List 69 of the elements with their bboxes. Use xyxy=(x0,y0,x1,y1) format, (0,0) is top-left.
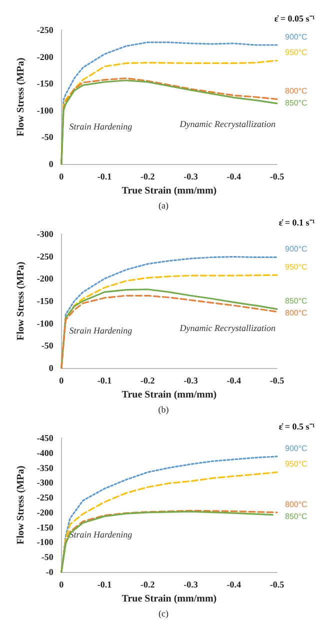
y-tick-label: -400 xyxy=(36,448,54,458)
annotation: Dynamic Recrystallization xyxy=(178,118,276,129)
series-label: 900°C xyxy=(285,244,308,254)
y-tick-label: -250 xyxy=(36,251,54,262)
text: ε̇ = 0.1 s⁻¹ xyxy=(278,218,316,228)
y-axis-title: Flow Stress (MPa) xyxy=(16,262,26,340)
y-tick-label: -0 xyxy=(46,567,54,577)
text: (a) xyxy=(158,200,169,210)
x-tick-label: -0.3 xyxy=(184,172,198,182)
annotation: Dynamic Recrystallization xyxy=(178,322,276,333)
series-label: 900°C xyxy=(285,444,308,453)
x-tick-label: -0.1 xyxy=(97,580,112,590)
x-tick-label: 0 xyxy=(59,580,64,590)
series-label: 850°C xyxy=(285,296,308,306)
y-tick-label: -150 xyxy=(36,78,54,89)
series-label: 950°C xyxy=(285,460,308,469)
x-tick-label: -0.4 xyxy=(226,580,242,590)
x-tick-label: -0.3 xyxy=(184,580,198,590)
x-tick-label: -0.2 xyxy=(140,580,156,590)
annotation: Strain Hardening xyxy=(69,121,133,132)
series-label: 900°C xyxy=(285,32,308,42)
text: (c) xyxy=(158,608,169,618)
y-tick-label: -250 xyxy=(36,25,54,35)
y-tick-label: -250 xyxy=(36,492,54,503)
x-axis-title: True Strain (mm/mm) xyxy=(122,185,217,196)
y-tick-label: -350 xyxy=(36,462,54,473)
y-tick-label: -100 xyxy=(36,318,54,328)
series-label: 850°C xyxy=(285,98,308,108)
y-tick-label: -50 xyxy=(41,340,54,351)
x-tick-label: -0.1 xyxy=(97,376,112,386)
series-label: 950°C xyxy=(285,262,308,272)
y-axis-title: Flow Stress (MPa) xyxy=(16,466,26,544)
x-tick-label: -0.3 xyxy=(184,376,198,386)
y-tick-label: -200 xyxy=(36,52,54,62)
y-tick-label: 0 xyxy=(48,159,54,169)
y-tick-label: -300 xyxy=(36,229,54,239)
y-tick-label: 0 xyxy=(48,363,54,373)
y-tick-label: -150 xyxy=(36,522,54,532)
y-tick-label: -100 xyxy=(36,537,54,548)
y-tick-label: -200 xyxy=(36,274,54,284)
series-label: 800°C xyxy=(285,500,308,509)
text: (b) xyxy=(158,404,169,414)
x-tick-label: -0.4 xyxy=(226,172,242,182)
x-tick-label: -0.1 xyxy=(97,172,112,182)
y-axis-title: Flow Stress (MPa) xyxy=(16,58,26,136)
y-tick-label: -150 xyxy=(36,296,54,306)
series-label: 800°C xyxy=(285,86,308,96)
x-tick-label: -0.5 xyxy=(270,580,285,590)
series-label: 850°C xyxy=(285,512,308,521)
y-tick-label: -50 xyxy=(41,132,54,142)
y-tick-label: -100 xyxy=(36,105,54,116)
annotation: Strain Hardening xyxy=(69,325,133,336)
x-tick-label: -0.5 xyxy=(270,376,285,386)
x-axis-title: True Strain (mm/mm) xyxy=(122,389,217,400)
x-tick-label: -0.4 xyxy=(226,376,242,386)
x-tick-label: -0.5 xyxy=(270,172,285,182)
x-tick-label: -0.2 xyxy=(140,376,156,386)
x-axis-title: True Strain (mm/mm) xyxy=(122,593,217,604)
y-tick-label: -200 xyxy=(36,507,54,518)
text: ε̇ = 0.05 s⁻¹ xyxy=(274,14,316,24)
y-tick-label: -300 xyxy=(36,478,54,488)
series-label: 950°C xyxy=(285,48,308,58)
x-tick-label: 0 xyxy=(59,376,64,386)
x-tick-label: 0 xyxy=(59,172,64,182)
x-tick-label: -0.2 xyxy=(140,172,156,182)
text: ε̇ = 0.5 s⁻¹ xyxy=(278,422,316,432)
y-tick-label: -450 xyxy=(36,433,54,443)
y-tick-label: -50 xyxy=(41,552,54,562)
series-label: 800°C xyxy=(285,308,308,318)
